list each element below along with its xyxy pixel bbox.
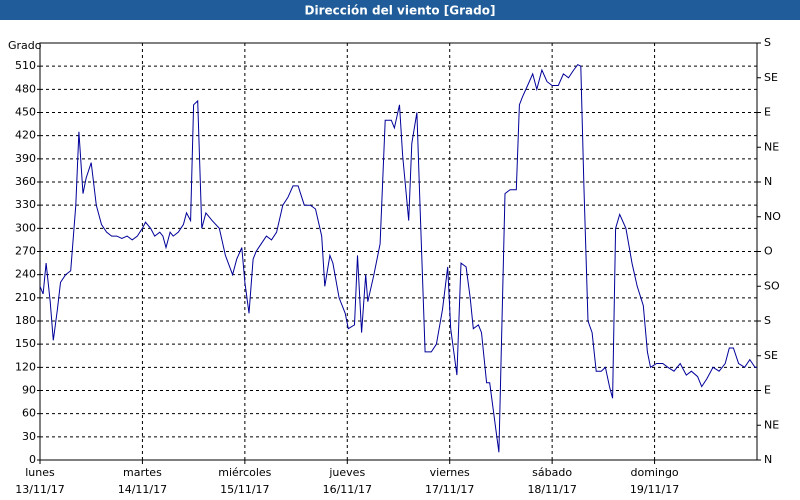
x-tick-date: 17/11/17	[425, 483, 474, 496]
y2-tick-label: O	[764, 245, 773, 258]
y-tick-label: 120	[15, 360, 36, 373]
x-tick-date: 14/11/17	[118, 483, 167, 496]
title-bar	[0, 0, 800, 20]
y2-tick-label: S	[764, 36, 771, 49]
y-tick-label: 150	[15, 337, 36, 350]
y2-tick-label: SE	[764, 349, 778, 362]
y-tick-label: 420	[15, 129, 36, 142]
y-tick-label: 90	[22, 384, 36, 397]
chart-title: Dirección del viento [Grado]	[305, 4, 496, 18]
y2-tick-label: SE	[764, 71, 778, 84]
x-tick-label: lunes	[25, 466, 55, 479]
x-tick-date: 16/11/17	[323, 483, 372, 496]
y-tick-label: 60	[22, 407, 36, 420]
x-tick-date: 13/11/17	[15, 483, 64, 496]
y-tick-label: 300	[15, 221, 36, 234]
x-tick-label: jueves	[328, 466, 365, 479]
x-tick-label: domingo	[630, 466, 678, 479]
y2-tick-label: E	[764, 384, 771, 397]
y-tick-label: 30	[22, 430, 36, 443]
y2-tick-label: NE	[764, 140, 779, 153]
y-tick-label: 450	[15, 106, 36, 119]
y2-tick-label: NO	[764, 210, 781, 223]
y-tick-label: 270	[15, 245, 36, 258]
y-tick-label: 480	[15, 82, 36, 95]
x-tick-label: miércoles	[218, 466, 271, 479]
x-tick-label: martes	[123, 466, 162, 479]
y2-tick-label: NE	[764, 418, 779, 431]
y-tick-label: 330	[15, 198, 36, 211]
y-tick-label: 180	[15, 314, 36, 327]
y2-tick-label: SO	[764, 279, 780, 292]
y-tick-label: 0	[29, 453, 36, 466]
y2-tick-label: N	[764, 175, 772, 188]
x-tick-date: 15/11/17	[220, 483, 269, 496]
x-tick-label: sábado	[532, 466, 572, 479]
y-tick-label: 510	[15, 59, 36, 72]
y2-tick-label: E	[764, 106, 771, 119]
x-tick-date: 19/11/17	[630, 483, 679, 496]
x-tick-label: viernes	[430, 466, 470, 479]
data-line	[39, 63, 757, 453]
y2-tick-label: N	[764, 453, 772, 466]
x-tick-date: 18/11/17	[527, 483, 576, 496]
y-tick-label: 390	[15, 152, 36, 165]
y-tick-label: 210	[15, 291, 36, 304]
y-tick-label: 360	[15, 175, 36, 188]
y-tick-label: 240	[15, 268, 36, 281]
y2-tick-label: S	[764, 314, 771, 327]
y-axis-label: Grado	[8, 39, 42, 52]
